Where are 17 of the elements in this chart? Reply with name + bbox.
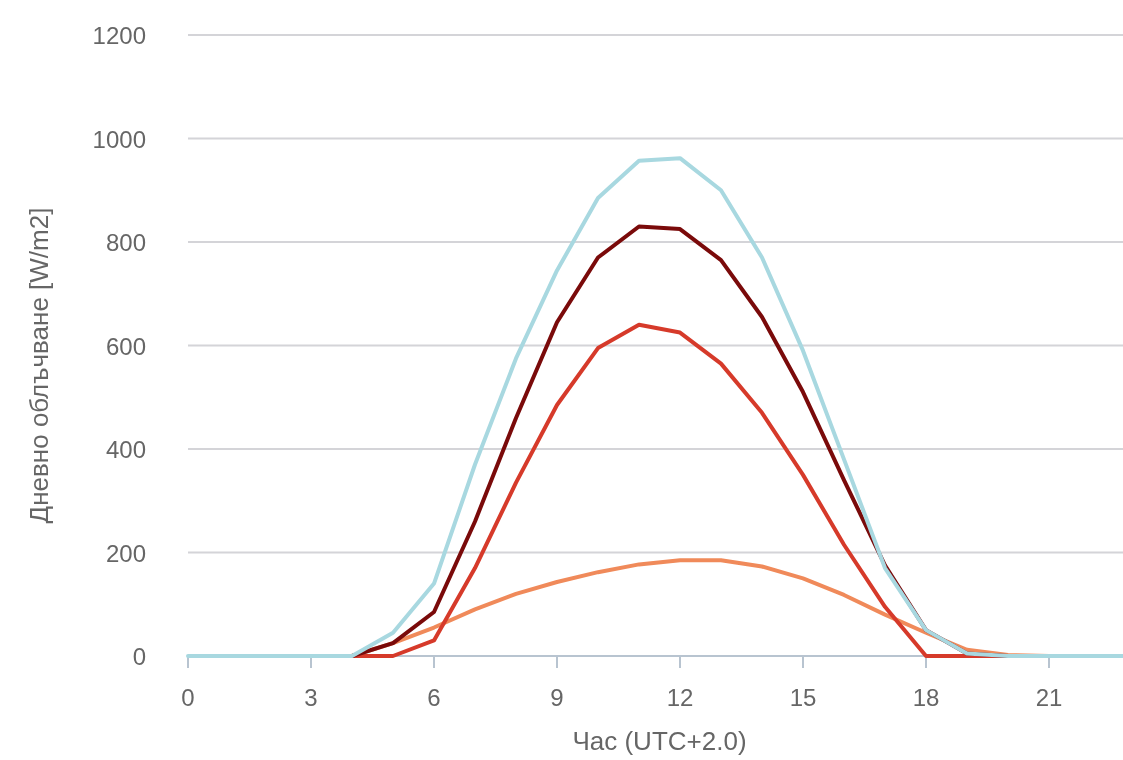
x-tick-label: 15 <box>789 684 817 711</box>
x-tick-label: 6 <box>427 684 441 711</box>
y-tick-label: 400 <box>105 436 146 463</box>
y-tick-label: 600 <box>105 332 146 360</box>
x-tick-label: 12 <box>666 684 694 711</box>
x-tick-label: 9 <box>550 684 564 711</box>
y-tick-label: 0 <box>132 643 146 670</box>
y-tick-label: 800 <box>105 229 146 256</box>
x-tick-label: 18 <box>912 684 940 711</box>
y-tick-label: 1200 <box>92 22 146 49</box>
x-tick-label: 21 <box>1035 684 1063 711</box>
y-tick-label: 200 <box>105 539 146 567</box>
y-tick-label: 1000 <box>92 125 146 153</box>
x-tick-label: 0 <box>181 684 195 711</box>
x-tick-label: 3 <box>304 684 318 711</box>
y-axis-title: Дневно облъчване [W/m2] <box>24 207 54 524</box>
x-axis-title: Час (UTC+2.0) <box>572 726 747 756</box>
